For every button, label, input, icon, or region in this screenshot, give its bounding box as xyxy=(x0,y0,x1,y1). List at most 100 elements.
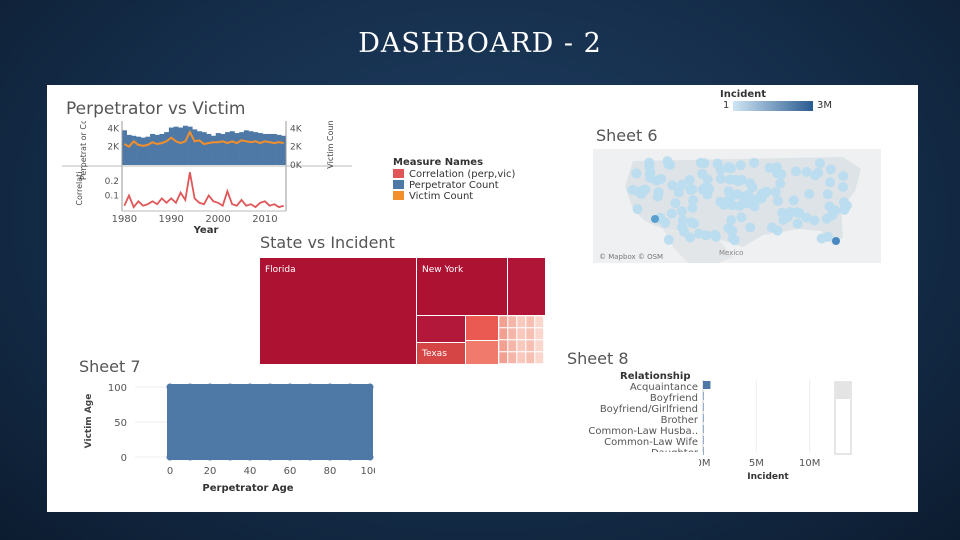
sheet8-title: Sheet 8 xyxy=(567,349,629,368)
incident-dots xyxy=(627,156,852,246)
tile-texas xyxy=(417,343,465,364)
map-dot xyxy=(663,234,674,245)
perp-bar-1991 xyxy=(173,126,179,165)
scatter-point xyxy=(246,453,254,461)
tile-small-state xyxy=(516,339,526,352)
pv-xtick-1980: 1980 xyxy=(112,214,137,225)
perp-bar-1990 xyxy=(168,127,174,165)
florida-dot xyxy=(832,237,840,245)
scatter-xtick: 60 xyxy=(284,466,297,477)
perp-bar-1996 xyxy=(196,131,202,165)
relationship-label: Common-Law Wife xyxy=(604,437,698,448)
map-dot xyxy=(673,187,684,198)
scatter-xtick: 20 xyxy=(204,466,217,477)
map-svg: © Mapbox © OSM Mexico xyxy=(599,156,861,263)
tile-small-state xyxy=(498,315,508,328)
mexico-landmass xyxy=(663,229,733,263)
perp-bar-1993 xyxy=(182,125,188,165)
perp-bar-1998 xyxy=(206,133,212,165)
map-dot xyxy=(822,189,833,200)
map-dot xyxy=(677,222,687,233)
perp-bar-2004 xyxy=(234,133,240,165)
legend-swatch xyxy=(393,180,404,189)
scatter-point xyxy=(246,383,254,391)
map-dot xyxy=(736,212,747,223)
sheet8-scrollbar xyxy=(834,381,852,455)
map-dot xyxy=(735,160,746,171)
sheet8-header: Relationship xyxy=(620,371,691,382)
perp-bar-2010 xyxy=(262,133,268,165)
map-dot xyxy=(715,173,726,184)
map-dot xyxy=(699,158,710,169)
pv-ytick-left: 2K xyxy=(107,143,120,153)
perp-bar-1992 xyxy=(178,127,184,165)
map-dot xyxy=(838,182,848,192)
map-dot xyxy=(809,215,820,226)
map-credit: © Mapbox © OSM xyxy=(599,253,663,261)
map-dot xyxy=(687,202,698,213)
relationship-label: Common-Law Husba.. xyxy=(588,426,698,437)
victim-count-line xyxy=(123,129,284,148)
slide-title: DASHBOARD - 2 xyxy=(358,28,602,59)
legend-label: Victim Count xyxy=(409,191,474,202)
tile-small-state xyxy=(525,339,535,352)
pv-ylabel-left: Perpetrat or Count xyxy=(79,121,88,180)
perp-bar-2000 xyxy=(215,133,221,165)
map-dot xyxy=(773,195,783,206)
scatter-point xyxy=(306,453,314,461)
tile-small-state xyxy=(516,315,526,328)
map-dot xyxy=(745,178,756,189)
relationship-bars xyxy=(703,381,711,455)
map-dot xyxy=(727,200,738,211)
perp-bar-2013 xyxy=(276,134,282,165)
relationship-label: Boyfriend/Girlfriend xyxy=(599,404,698,415)
map-dot xyxy=(684,174,695,185)
sheet8-xtick: 0M xyxy=(699,458,711,469)
scatter-ytick: 50 xyxy=(114,418,127,429)
map-dot xyxy=(667,180,678,191)
map-dot xyxy=(677,179,688,190)
map-dot xyxy=(685,232,696,243)
scatter-point xyxy=(366,383,374,391)
map-dot xyxy=(724,162,734,173)
map-dot xyxy=(662,156,673,167)
pv-ytick-corr: 0.2 xyxy=(105,177,119,187)
scatter-points xyxy=(166,383,374,461)
map-dot xyxy=(670,198,681,209)
sheet7-title: Sheet 7 xyxy=(79,357,141,376)
correlation-line xyxy=(123,172,284,209)
map-dot xyxy=(631,168,642,179)
tile-florida xyxy=(260,258,416,364)
scatter-point xyxy=(206,453,214,461)
pv-ylabel-right: Victim Count xyxy=(326,121,335,169)
perp-bar-2008 xyxy=(253,132,259,165)
map-dot xyxy=(632,204,643,214)
perp-bar-1982 xyxy=(131,135,137,165)
tile-small-state xyxy=(516,327,526,340)
relationship-label: Brother xyxy=(660,415,698,426)
tile-small-state xyxy=(534,315,544,328)
map-dot xyxy=(723,186,734,197)
scatter-point-cloud xyxy=(167,384,373,460)
legend-label: Correlation (perp,vic) xyxy=(409,169,516,180)
tile-new-york xyxy=(417,258,507,315)
sheet7-xlabel: Perpetrator Age xyxy=(202,483,293,494)
sheet7-ylabel: Victim Age xyxy=(84,394,94,449)
map-dot xyxy=(687,184,698,195)
scatter-xtick: 40 xyxy=(244,466,257,477)
map-dot xyxy=(686,217,696,228)
tile-small-state xyxy=(534,351,544,364)
pv-ytick-right: 4K xyxy=(290,124,303,134)
map-dot xyxy=(677,215,688,226)
tile-small-state xyxy=(516,351,526,364)
tile-small-state xyxy=(507,315,517,328)
relationship-labels: Acquaintance Boyfriend Boyfriend/Girlfrien… xyxy=(547,382,698,452)
tile-label-new-york: New York xyxy=(422,265,464,275)
map-dot xyxy=(785,207,796,218)
sheet8-ticks: 0M 5M 10M xyxy=(699,458,820,469)
scatter-xtick: 0 xyxy=(167,466,173,477)
map-dot xyxy=(791,166,801,177)
perp-bar-2014 xyxy=(281,135,287,165)
tile-small-state xyxy=(498,339,508,352)
perp-bar-1986 xyxy=(150,133,156,165)
